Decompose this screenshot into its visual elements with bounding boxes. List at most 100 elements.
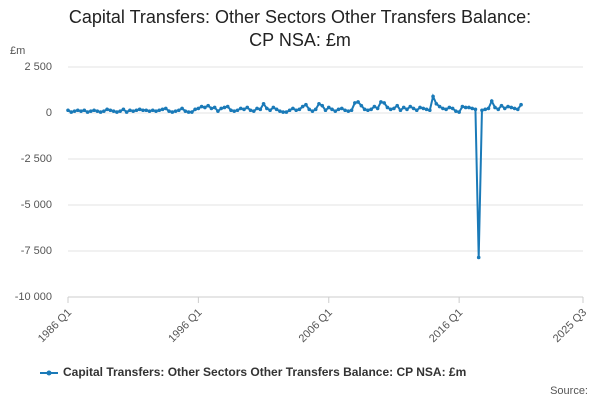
point bbox=[92, 108, 96, 113]
point bbox=[382, 101, 386, 105]
point bbox=[346, 109, 351, 113]
point bbox=[320, 103, 325, 108]
point bbox=[395, 103, 400, 108]
point bbox=[460, 104, 465, 109]
point bbox=[401, 105, 406, 110]
point bbox=[349, 108, 354, 113]
point bbox=[375, 106, 380, 111]
point bbox=[242, 107, 246, 112]
point bbox=[170, 110, 175, 114]
point bbox=[268, 108, 272, 113]
point bbox=[124, 110, 129, 114]
point bbox=[441, 106, 445, 111]
point bbox=[366, 108, 370, 113]
point bbox=[261, 102, 266, 106]
point bbox=[79, 109, 83, 113]
point bbox=[398, 108, 403, 113]
y-tick-label: -5 000 bbox=[21, 199, 52, 211]
point bbox=[180, 106, 184, 111]
point bbox=[203, 105, 207, 110]
chart-title: Capital Transfers: Other Sectors Other T… bbox=[68, 7, 532, 50]
y-tick-label: -2 500 bbox=[21, 153, 52, 165]
point bbox=[111, 109, 116, 113]
x-tick-label: 2016 Q1 bbox=[427, 307, 465, 345]
point bbox=[493, 105, 497, 110]
point bbox=[323, 108, 328, 113]
point bbox=[229, 108, 233, 113]
point bbox=[95, 109, 100, 113]
point bbox=[173, 109, 178, 113]
point bbox=[388, 107, 393, 112]
point bbox=[467, 105, 471, 110]
point bbox=[115, 110, 119, 114]
point bbox=[131, 109, 135, 113]
point bbox=[108, 108, 113, 113]
y-axis-label: £m bbox=[10, 45, 25, 57]
point bbox=[248, 108, 253, 113]
point bbox=[284, 110, 289, 114]
point bbox=[118, 109, 122, 113]
point bbox=[177, 108, 181, 113]
point bbox=[424, 107, 429, 112]
point bbox=[274, 107, 279, 112]
point bbox=[428, 108, 432, 113]
point bbox=[369, 107, 373, 112]
point bbox=[271, 105, 276, 110]
point bbox=[75, 108, 80, 113]
point bbox=[121, 107, 126, 112]
point bbox=[405, 107, 409, 112]
point bbox=[333, 109, 338, 113]
point bbox=[483, 107, 488, 112]
point bbox=[447, 105, 452, 110]
x-tick-label: 1996 Q1 bbox=[166, 307, 204, 345]
point bbox=[265, 106, 269, 111]
point bbox=[343, 108, 347, 113]
point bbox=[128, 108, 132, 113]
y-tick-label: 2 500 bbox=[24, 61, 52, 73]
point bbox=[411, 106, 416, 111]
point bbox=[418, 105, 422, 110]
point bbox=[512, 106, 517, 111]
point bbox=[141, 108, 145, 113]
point bbox=[255, 106, 259, 111]
y-tick-label: 0 bbox=[46, 107, 52, 119]
point bbox=[196, 106, 201, 111]
point bbox=[219, 106, 223, 111]
point bbox=[98, 110, 103, 114]
point bbox=[144, 108, 149, 113]
point bbox=[454, 109, 458, 113]
x-tick-label: 2025 Q3 bbox=[551, 307, 589, 345]
point bbox=[372, 104, 377, 109]
point bbox=[102, 109, 106, 113]
point bbox=[326, 105, 331, 110]
source: Source: bbox=[550, 385, 588, 397]
point bbox=[209, 106, 214, 111]
point bbox=[134, 108, 139, 113]
point bbox=[251, 109, 256, 113]
point bbox=[359, 103, 364, 108]
point bbox=[105, 107, 109, 112]
point bbox=[330, 107, 334, 112]
point bbox=[150, 108, 155, 113]
point bbox=[154, 109, 158, 113]
point bbox=[509, 105, 514, 110]
series-line bbox=[67, 93, 522, 258]
y-tick-label: -7 500 bbox=[21, 245, 52, 257]
point bbox=[216, 109, 220, 113]
point bbox=[473, 107, 478, 112]
point bbox=[82, 108, 87, 113]
point bbox=[291, 106, 295, 111]
point bbox=[502, 106, 507, 111]
point bbox=[463, 105, 468, 110]
point bbox=[85, 110, 90, 114]
point bbox=[353, 101, 357, 105]
point bbox=[193, 107, 197, 112]
point bbox=[506, 104, 510, 109]
point bbox=[392, 106, 396, 111]
point bbox=[278, 109, 282, 113]
point bbox=[310, 109, 315, 113]
point bbox=[225, 104, 230, 109]
point bbox=[66, 108, 70, 113]
point bbox=[212, 105, 217, 110]
point bbox=[444, 107, 448, 112]
